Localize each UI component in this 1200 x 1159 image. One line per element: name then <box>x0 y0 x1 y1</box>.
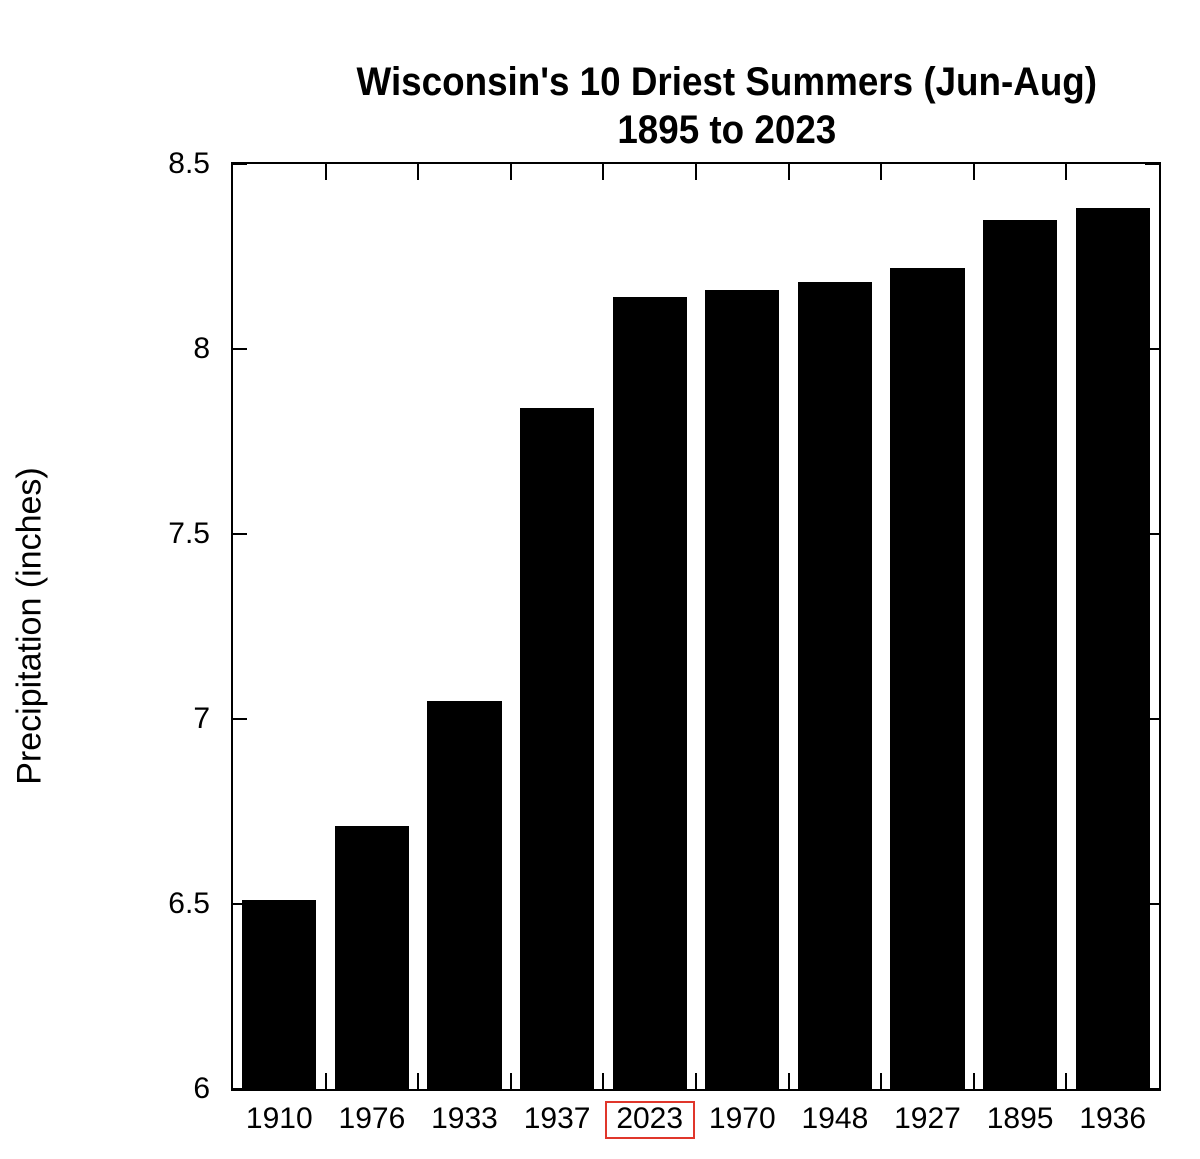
bar-1933 <box>427 700 502 1089</box>
y-tick-mark <box>233 533 247 535</box>
x-tick-label: 1910 <box>245 1102 313 1135</box>
x-tick-label: 1933 <box>431 1102 498 1135</box>
x-tick-mark <box>417 164 420 180</box>
x-tick-mark <box>695 1073 697 1089</box>
y-tick-mark <box>1145 533 1159 535</box>
bar-1895 <box>983 219 1058 1089</box>
bar-1976 <box>334 826 409 1089</box>
y-tick-mark <box>233 718 247 720</box>
y-tick-label: 8.5 <box>168 147 210 180</box>
x-tick-mark <box>880 1073 883 1089</box>
x-tick-label: 1948 <box>801 1102 869 1135</box>
y-tick-mark <box>233 1088 247 1090</box>
x-tick-label: 1895 <box>986 1102 1054 1135</box>
x-tick-mark <box>880 164 883 180</box>
x-tick-label: 1970 <box>708 1102 776 1135</box>
y-tick-label: 8 <box>193 332 210 365</box>
x-tick-mark <box>787 1073 790 1089</box>
x-tick-label: 1937 <box>523 1102 591 1135</box>
bar-1927 <box>890 267 965 1089</box>
bar-1936 <box>1075 208 1150 1089</box>
x-tick-mark <box>972 1073 975 1089</box>
y-tick-mark <box>233 903 247 905</box>
x-tick-mark <box>417 1073 420 1089</box>
bar-1937 <box>520 408 595 1089</box>
y-tick-label: 6.5 <box>168 887 210 920</box>
chart-subtitle: 1895 to 2023 <box>617 108 837 152</box>
y-axis-label: Precipitation (inches) <box>10 467 49 785</box>
bar-1948 <box>797 282 872 1089</box>
x-tick-mark <box>787 164 790 180</box>
y-tick-mark <box>233 348 247 350</box>
x-tick-mark <box>324 1073 327 1089</box>
x-tick-mark <box>509 1073 512 1089</box>
y-tick-mark <box>1145 718 1159 720</box>
y-tick-label: 6 <box>193 1072 210 1105</box>
x-tick-label: 1936 <box>1079 1102 1147 1135</box>
chart-title: Wisconsin's 10 Driest Summers (Jun-Aug) <box>356 60 1098 104</box>
y-tick-mark <box>1145 903 1159 905</box>
x-tick-mark <box>602 1073 605 1089</box>
x-tick-label: 1976 <box>338 1102 406 1135</box>
x-tick-mark <box>509 164 512 180</box>
y-tick-label: 7.5 <box>168 517 210 550</box>
x-tick-mark <box>972 164 975 180</box>
y-tick-mark <box>1145 163 1159 165</box>
y-tick-mark <box>1145 348 1159 350</box>
plot-area <box>231 162 1161 1091</box>
x-tick-label: 1927 <box>894 1102 961 1135</box>
x-tick-mark <box>602 164 605 180</box>
x-tick-mark <box>695 164 697 180</box>
y-tick-label: 7 <box>193 702 210 735</box>
x-tick-mark <box>1065 164 1068 180</box>
y-tick-mark <box>233 163 247 165</box>
x-tick-mark <box>1065 1073 1068 1089</box>
bar-2023 <box>612 297 687 1089</box>
y-tick-mark <box>1145 1088 1159 1090</box>
bar-1970 <box>705 289 780 1089</box>
x-tick-mark <box>324 164 327 180</box>
x-tick-label-highlighted: 2023 <box>604 1101 695 1139</box>
bar-1910 <box>242 900 317 1089</box>
